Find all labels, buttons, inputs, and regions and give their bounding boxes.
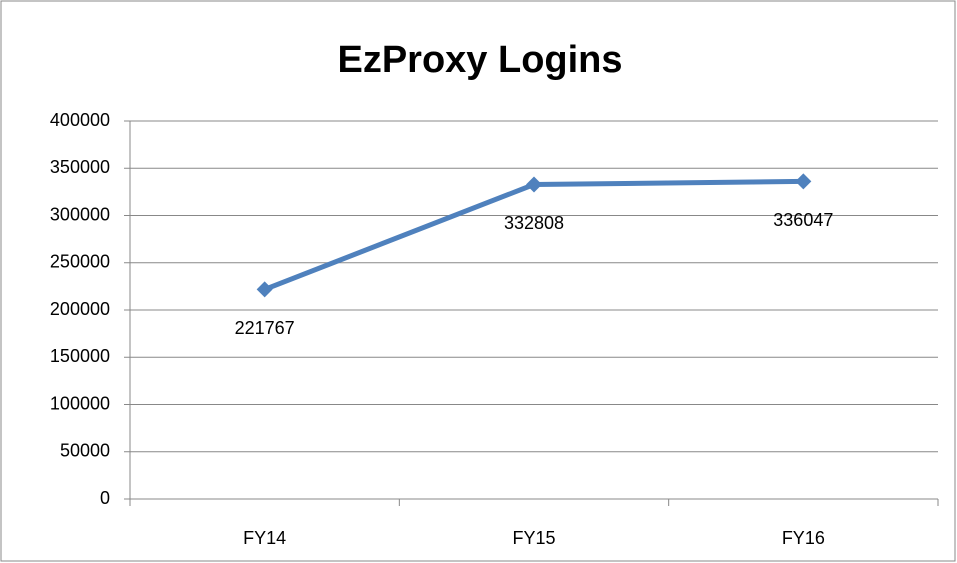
y-tick-label: 50000	[60, 441, 110, 461]
y-tick-label: 350000	[50, 157, 110, 177]
y-tick-label: 100000	[50, 393, 110, 413]
data-label: 332808	[504, 213, 564, 233]
x-tick-label: FY16	[782, 528, 825, 548]
y-tick-label: 200000	[50, 299, 110, 319]
y-tick-label: 0	[100, 488, 110, 508]
y-tick-label: 400000	[50, 110, 110, 130]
data-point	[256, 281, 273, 298]
data-point	[526, 176, 542, 193]
x-tick-label: FY14	[243, 528, 286, 548]
y-tick-label: 300000	[50, 204, 110, 224]
data-label: 221767	[235, 318, 295, 338]
x-tick-label: FY15	[512, 528, 555, 548]
data-label: 336047	[773, 210, 833, 230]
chart-title: EzProxy Logins	[337, 39, 622, 81]
y-tick-label: 150000	[50, 346, 110, 366]
data-point	[795, 173, 812, 190]
y-tick-label: 250000	[50, 252, 110, 272]
